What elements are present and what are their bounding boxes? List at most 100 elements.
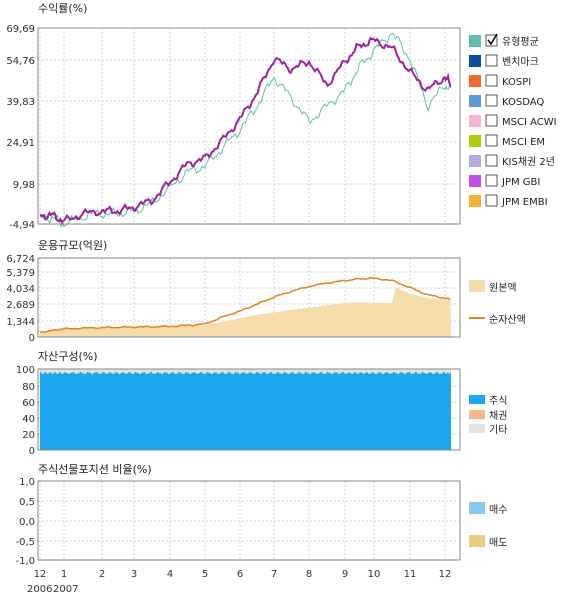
legend-label: KOSPI [502,77,531,88]
y-tick-label: 2,689 [6,300,35,311]
y-tick-label: 6,724 [6,254,35,265]
area-원본액 [40,287,451,337]
legend-label: 순자산액 [489,314,526,326]
legend-swatch [469,175,481,187]
y-tick-label: 1,0 [19,477,35,488]
y-tick-label: 9,98 [13,180,35,191]
y-tick-label: 1,344 [6,317,35,328]
legend-item: KIS채권 2년 [469,154,555,168]
y-tick-label: 0,0 [19,517,35,528]
y-tick-label: 0,5 [19,497,35,508]
y-tick-label: 80 [22,382,35,393]
legend-label: 매수 [489,504,507,516]
legend-swatch [469,410,485,419]
y-tick-label: 4,034 [6,284,35,295]
panel-title: 수익률(%) [38,2,87,15]
check-icon [487,33,498,46]
y-tick-label: 39,83 [6,97,35,108]
plot-frame [37,368,461,451]
line-순자산액 [39,277,451,334]
x-tick-label: 1 [61,569,67,580]
legend-label: 유형평균 [502,36,539,48]
y-tick-label: 5,379 [6,268,35,279]
legend-swatch [469,195,481,207]
legend-label: JPM EMBI [501,197,548,208]
y-tick-label: -4,94 [9,220,35,231]
legend-swatch [469,502,485,514]
series-line-유형평균 [39,36,452,225]
x-tick-label: 10 [368,569,381,580]
legend-item: 매도 [469,535,507,549]
area-주식 [40,371,451,450]
legend-swatch [469,395,485,404]
y-tick-label: 60 [22,398,35,409]
legend-label: 벤치마크 [502,56,539,68]
legend-checkbox [485,114,498,127]
x-year-label: 2007 [53,584,78,595]
plot-frame [37,257,461,338]
panel-title: 자산구성(%) [38,350,98,363]
legend-checkbox [485,34,498,47]
legend-checkbox [485,74,498,87]
legend-item: MSCI EM [469,134,545,148]
x-tick-label: 9 [342,569,348,580]
series-line-벤치마크 [39,32,452,229]
legend-label: MSCI ACWI [502,117,557,128]
legend-item: 주식 [469,395,507,407]
legend-item: JPM EMBI [469,194,548,208]
x-tick-label: 12 [34,569,47,580]
x-year-label: 2006 [27,584,52,595]
legend-item: 채권 [469,410,507,422]
x-tick-label: 7 [271,569,277,580]
legend-item: 순자산액 [469,314,526,326]
legend-swatch [469,155,481,167]
legend-label: 원본액 [489,282,517,294]
legend-item: KOSPI [469,74,531,88]
legend-label: JPM GBI [501,177,540,188]
legend-swatch [469,135,481,147]
panel-1: 운용규모(억원)6,724 5,379 4,034 2,689 1,344 0 원본액순자산… [6,239,525,344]
legend-label: 기타 [489,424,507,436]
legend-checkbox [485,194,498,207]
x-tick-label: 8 [306,569,312,580]
x-tick-label: 4 [167,569,173,580]
x-tick-label: 12 [439,569,452,580]
y-tick-label: 40 [22,414,35,425]
y-tick-label: 54,76 [6,56,35,67]
legend-checkbox [485,54,498,67]
legend-item: 매수 [469,502,507,516]
legend-label: KIS채권 2년 [502,156,555,168]
plot-frame [37,27,461,225]
x-tick-label: 6 [237,569,243,580]
legend-swatch [469,35,481,47]
legend-checkbox [485,154,498,167]
legend-checkbox [485,94,498,107]
legend-swatch [469,535,485,547]
legend-swatch [469,75,481,87]
legend-swatch [469,280,485,292]
legend-label: 채권 [489,410,507,422]
y-tick-label: 69,69 [6,24,35,35]
x-tick-label: 2 [99,569,105,580]
y-tick-label: 0 [29,333,35,344]
y-tick-label: 100 [16,365,35,376]
x-tick-label: 5 [202,569,208,580]
panel-0: 수익률(%)69,69 54,76 39,83 24,91 9,98 -4,94 유형평균벤… [6,2,556,231]
legend-swatch [469,95,481,107]
legend-item: MSCI ACWI [469,114,557,128]
legend-label: MSCI EM [502,137,545,148]
legend-label: 매도 [489,537,507,549]
legend-item: 유형평균 [469,33,539,48]
legend-label: 주식 [489,395,507,407]
y-tick-label: -0,5 [15,537,35,548]
legend-swatch [469,424,485,433]
y-tick-label: 0 [29,446,35,457]
legend-checkbox [485,174,498,187]
panel-title: 운용규모(억원) [38,239,107,252]
x-tick-label: 3 [131,569,137,580]
legend-item: 벤치마크 [469,54,539,68]
plot-frame [37,480,461,561]
